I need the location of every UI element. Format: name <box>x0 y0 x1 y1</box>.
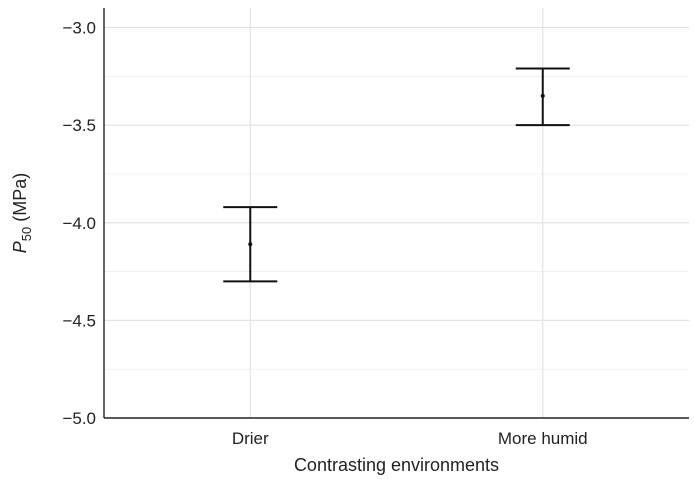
axes <box>103 8 689 419</box>
y-tick-label: −3.5 <box>62 116 96 135</box>
x-tick-label: More humid <box>498 429 588 448</box>
y-tick-label: −5.0 <box>62 409 96 428</box>
grid <box>104 8 689 419</box>
x-axis-title: Contrasting environments <box>294 455 499 475</box>
y-tick-label: −4.5 <box>62 311 96 330</box>
error-bar-group <box>223 206 278 283</box>
mean-point <box>248 242 253 247</box>
y-tick-label: −4.0 <box>62 214 96 233</box>
mean-point <box>540 93 545 98</box>
y-axis-title: P50 (MPa) <box>10 173 34 253</box>
error-bar-group <box>515 67 570 127</box>
error-bars <box>223 67 570 283</box>
y-axis-title-symbol: P <box>10 241 30 253</box>
x-tick-labels: Drier More humid <box>232 429 588 448</box>
y-axis-title-unit: (MPa) <box>10 173 30 227</box>
y-tick-labels: −3.0 −3.5 −4.0 −4.5 −5.0 <box>62 19 96 428</box>
y-axis-title-subscript: 50 <box>19 227 34 241</box>
y-tick-label: −3.0 <box>62 19 96 38</box>
x-tick-label: Drier <box>232 429 269 448</box>
